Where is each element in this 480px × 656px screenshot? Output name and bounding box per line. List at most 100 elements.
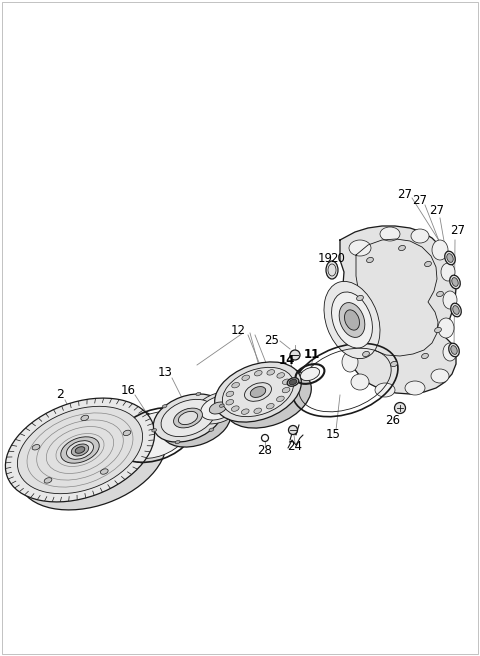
Ellipse shape [161, 399, 231, 447]
Ellipse shape [196, 392, 201, 396]
Ellipse shape [438, 318, 454, 338]
Ellipse shape [451, 346, 457, 354]
Ellipse shape [282, 379, 290, 384]
Ellipse shape [121, 411, 189, 459]
Ellipse shape [398, 245, 406, 251]
Ellipse shape [17, 406, 167, 510]
Ellipse shape [153, 394, 223, 442]
Ellipse shape [380, 227, 400, 241]
Ellipse shape [451, 303, 461, 317]
Ellipse shape [225, 368, 312, 428]
Ellipse shape [267, 370, 275, 375]
Ellipse shape [179, 411, 198, 424]
Text: 15: 15 [325, 428, 340, 441]
Ellipse shape [32, 445, 40, 450]
Ellipse shape [375, 383, 395, 397]
Ellipse shape [349, 240, 371, 256]
Ellipse shape [241, 409, 249, 415]
Text: 11: 11 [304, 348, 320, 361]
Ellipse shape [425, 261, 432, 266]
Text: 25: 25 [264, 333, 279, 346]
Ellipse shape [81, 415, 89, 420]
Ellipse shape [443, 291, 457, 309]
Text: 2: 2 [56, 388, 64, 401]
Text: 28: 28 [258, 443, 273, 457]
Ellipse shape [431, 369, 449, 383]
Ellipse shape [395, 403, 406, 413]
Ellipse shape [123, 430, 131, 436]
Text: 24: 24 [288, 440, 302, 453]
Ellipse shape [67, 441, 94, 459]
Ellipse shape [266, 403, 274, 409]
Ellipse shape [434, 327, 442, 333]
Ellipse shape [332, 292, 372, 348]
Ellipse shape [411, 229, 429, 243]
Text: 14: 14 [279, 354, 295, 367]
Ellipse shape [209, 402, 227, 414]
Ellipse shape [432, 240, 448, 260]
Ellipse shape [61, 437, 99, 463]
Ellipse shape [254, 408, 262, 413]
Ellipse shape [340, 298, 356, 318]
Ellipse shape [215, 362, 301, 422]
Ellipse shape [219, 393, 244, 411]
Ellipse shape [450, 276, 460, 289]
Ellipse shape [443, 343, 457, 361]
Ellipse shape [5, 398, 155, 502]
Text: 20: 20 [331, 251, 346, 264]
Ellipse shape [445, 251, 455, 265]
Ellipse shape [175, 440, 180, 443]
Ellipse shape [288, 426, 298, 434]
Ellipse shape [342, 352, 358, 372]
Ellipse shape [289, 379, 297, 384]
Ellipse shape [339, 302, 365, 337]
Ellipse shape [231, 406, 239, 411]
Ellipse shape [161, 400, 215, 437]
Ellipse shape [277, 373, 285, 378]
Ellipse shape [195, 392, 241, 424]
Ellipse shape [290, 350, 300, 360]
Ellipse shape [362, 352, 370, 357]
Ellipse shape [357, 295, 363, 300]
Ellipse shape [282, 388, 290, 393]
Ellipse shape [209, 428, 214, 432]
Ellipse shape [226, 391, 234, 397]
Ellipse shape [17, 406, 143, 494]
Ellipse shape [254, 371, 262, 376]
Polygon shape [340, 226, 456, 394]
Ellipse shape [201, 396, 235, 420]
Ellipse shape [447, 254, 453, 262]
Ellipse shape [367, 257, 373, 262]
Ellipse shape [452, 277, 458, 287]
Ellipse shape [226, 400, 234, 405]
Ellipse shape [300, 367, 320, 380]
Text: 27: 27 [412, 194, 428, 207]
Ellipse shape [222, 367, 294, 417]
Ellipse shape [242, 375, 250, 380]
Ellipse shape [453, 306, 459, 314]
Ellipse shape [75, 447, 85, 453]
Text: 26: 26 [385, 413, 400, 426]
Ellipse shape [345, 310, 360, 330]
Ellipse shape [391, 361, 397, 367]
Ellipse shape [162, 405, 167, 408]
Ellipse shape [174, 408, 203, 428]
Ellipse shape [214, 390, 250, 415]
Ellipse shape [324, 281, 380, 359]
Text: 16: 16 [120, 384, 135, 396]
Ellipse shape [351, 374, 369, 390]
Ellipse shape [232, 382, 240, 388]
Ellipse shape [437, 291, 444, 297]
Ellipse shape [339, 327, 355, 345]
Ellipse shape [353, 327, 360, 333]
Ellipse shape [100, 469, 108, 474]
Ellipse shape [441, 263, 455, 281]
Text: 27: 27 [430, 203, 444, 216]
Ellipse shape [421, 354, 428, 359]
Ellipse shape [44, 478, 52, 483]
Ellipse shape [250, 386, 266, 398]
Text: 13: 13 [157, 365, 172, 379]
Text: 27: 27 [451, 224, 466, 237]
Ellipse shape [244, 382, 272, 401]
Ellipse shape [276, 396, 284, 401]
